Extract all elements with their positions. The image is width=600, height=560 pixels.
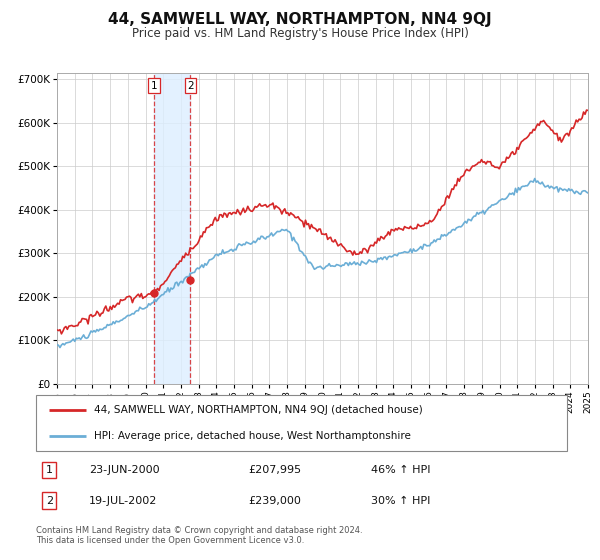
Text: 44, SAMWELL WAY, NORTHAMPTON, NN4 9QJ (detached house): 44, SAMWELL WAY, NORTHAMPTON, NN4 9QJ (d… [94,405,423,415]
Text: 2: 2 [187,81,194,91]
Text: £239,000: £239,000 [248,496,301,506]
Text: 30% ↑ HPI: 30% ↑ HPI [371,496,430,506]
Text: £207,995: £207,995 [248,465,302,475]
Text: Contains HM Land Registry data © Crown copyright and database right 2024.: Contains HM Land Registry data © Crown c… [36,526,362,535]
Text: 23-JUN-2000: 23-JUN-2000 [89,465,160,475]
Text: This data is licensed under the Open Government Licence v3.0.: This data is licensed under the Open Gov… [36,536,304,545]
Bar [154,73,190,384]
FancyBboxPatch shape [36,395,567,451]
Text: 1: 1 [151,81,157,91]
Text: 19-JUL-2002: 19-JUL-2002 [89,496,157,506]
Text: 46% ↑ HPI: 46% ↑ HPI [371,465,430,475]
Text: 1: 1 [46,465,53,475]
Text: 2: 2 [46,496,53,506]
Text: 44, SAMWELL WAY, NORTHAMPTON, NN4 9QJ: 44, SAMWELL WAY, NORTHAMPTON, NN4 9QJ [108,12,492,27]
Text: Price paid vs. HM Land Registry's House Price Index (HPI): Price paid vs. HM Land Registry's House … [131,27,469,40]
Text: HPI: Average price, detached house, West Northamptonshire: HPI: Average price, detached house, West… [94,431,411,441]
